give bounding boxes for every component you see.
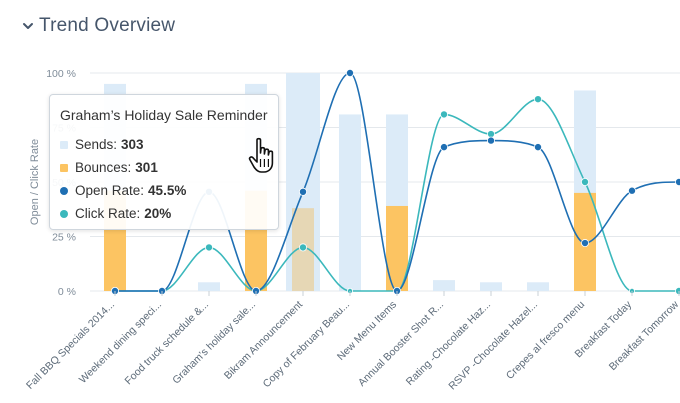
hand-pointer-icon: [248, 137, 274, 173]
y-axis-title: Open / Click Rate: [29, 139, 41, 225]
tooltip-row-open-rate: Open Rate: 45.5%: [60, 179, 268, 202]
x-tick-label: Food truck schedule &...: [123, 299, 212, 388]
y-tick-label: 100 %: [46, 68, 76, 80]
bar-sends: [527, 282, 549, 291]
open-rate-point: [628, 186, 637, 195]
tooltip-title: Graham’s Holiday Sale Reminder: [60, 107, 268, 123]
tooltip-value: 303: [121, 137, 144, 152]
click-rate-swatch: [60, 209, 68, 218]
open-rate-point: [581, 239, 590, 248]
open-rate-point: [298, 187, 307, 196]
open-rate-swatch: [60, 186, 68, 195]
bar-sends: [433, 280, 455, 291]
bar-bounces: [386, 205, 408, 291]
tooltip-value: 301: [135, 160, 158, 175]
bounces-swatch: [60, 163, 68, 172]
tooltip-label: Click Rate:: [75, 206, 141, 221]
y-tick-label: 0 %: [58, 286, 76, 298]
section-header[interactable]: Trend Overview: [22, 14, 175, 38]
open-rate-point: [486, 136, 495, 145]
bar-sends: [198, 282, 220, 291]
x-tick-label: Copy of February Beau...: [261, 299, 352, 390]
tooltip-value: 45.5%: [148, 183, 187, 198]
click-rate-line: [114, 98, 680, 292]
click-rate-point: [439, 110, 448, 119]
bar-sends: [339, 114, 361, 291]
tooltip-label: Bounces:: [75, 160, 132, 175]
tooltip-row-bounces: Bounces: 301: [60, 156, 268, 179]
x-tick-label: Graham's holiday sale...: [170, 299, 258, 387]
click-rate-point: [581, 177, 590, 186]
open-rate-point: [675, 178, 680, 186]
tooltip-row-sends: Sends: 303: [60, 133, 268, 156]
open-rate-point: [345, 69, 354, 78]
x-tick-label: RSVP -Chocolate Hazel...: [446, 299, 540, 393]
x-tick-label: Weekend dining speci...: [77, 299, 164, 386]
y-tick-label: 25 %: [52, 232, 76, 244]
bar-sends: [480, 282, 502, 291]
sends-swatch: [60, 140, 68, 149]
x-tick-label: Annual Booster Shot R...: [356, 299, 446, 389]
chart-tooltip: Graham’s Holiday Sale Reminder Sends: 30…: [49, 94, 279, 230]
tooltip-value: 20%: [144, 206, 172, 221]
click-rate-point: [534, 95, 543, 104]
open-rate-point: [534, 143, 543, 152]
x-tick-label: Bikram Announcement: [222, 299, 305, 382]
x-tick-label: Crepes al fresco menu: [504, 299, 587, 382]
click-rate-point: [486, 130, 495, 139]
open-rate-point: [439, 143, 448, 152]
chevron-down-icon[interactable]: [22, 20, 34, 32]
click-rate-point: [204, 243, 213, 252]
x-tick-label: Fall BBQ Specials 2014...: [24, 299, 117, 392]
tooltip-label: Sends:: [75, 137, 118, 152]
x-tick-label: Rating -Chocolate Haz...: [404, 299, 493, 388]
tooltip-row-click-rate: Click Rate: 20%: [60, 202, 268, 225]
section-title: Trend Overview: [39, 15, 176, 36]
click-rate-point: [298, 243, 307, 252]
tooltip-label: Open Rate:: [75, 183, 145, 198]
